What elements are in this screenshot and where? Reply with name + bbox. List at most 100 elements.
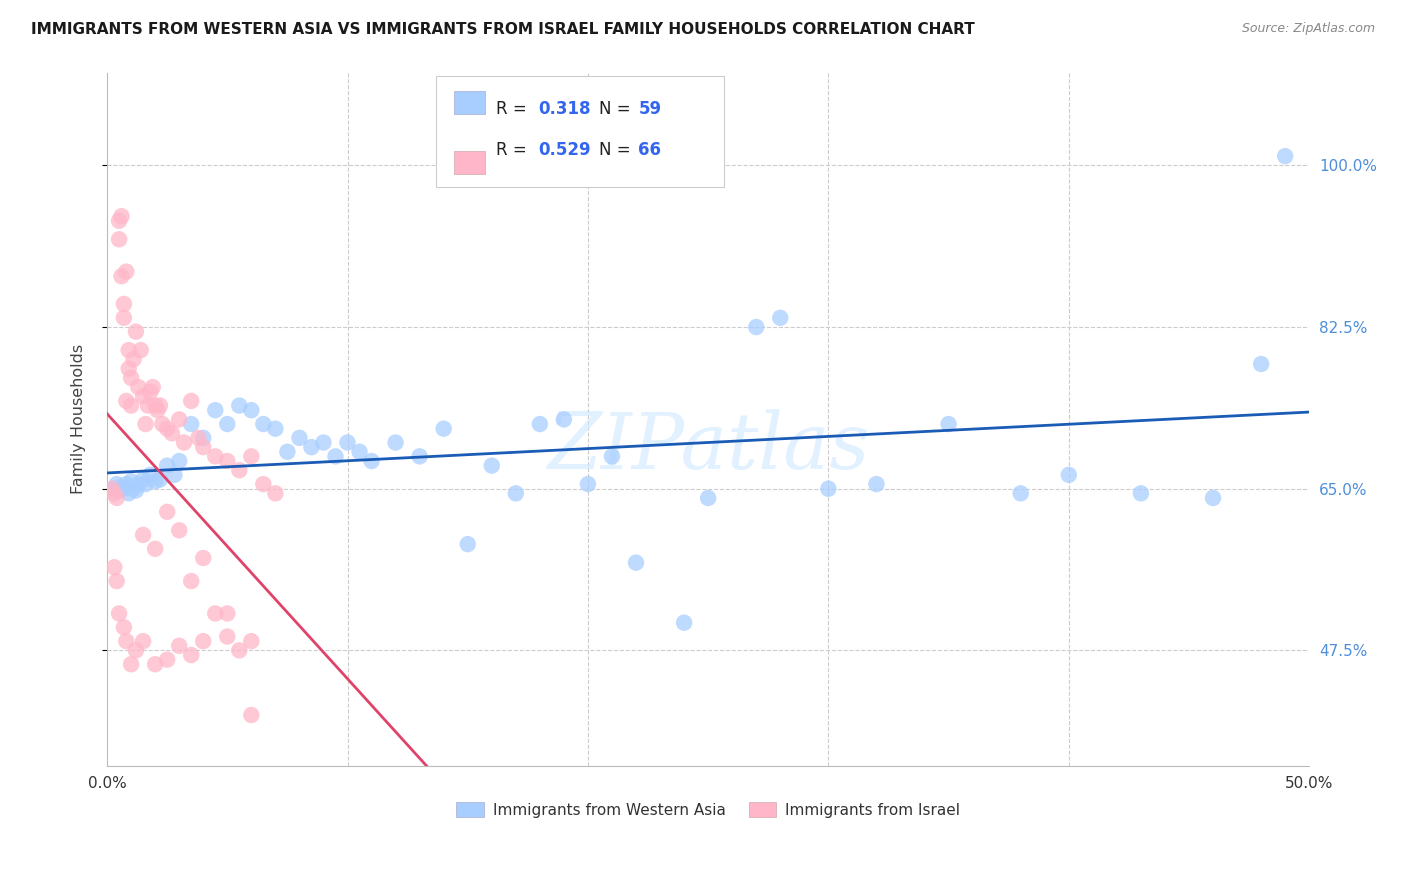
Point [103,482,125,496]
Point [481,458,503,473]
Point [120,399,142,413]
Text: N =: N = [599,141,636,159]
Point [173,435,195,450]
Point [118,343,141,358]
Point [143,399,166,413]
Point [156,505,179,519]
Point [228,399,250,413]
Text: 59: 59 [638,100,661,118]
Point [112,297,135,311]
Point [228,643,250,657]
Point [132,389,155,403]
Point [150,417,173,431]
Point [132,528,155,542]
Point [156,422,179,436]
Y-axis label: Family Households: Family Households [72,344,86,494]
Point [105,574,128,588]
Point [122,482,145,496]
Point [115,393,138,408]
Point [156,652,179,666]
Point [127,380,149,394]
Point [325,450,347,464]
Point [1129,486,1152,500]
Point [217,630,239,644]
Point [112,310,135,325]
Point [108,214,131,228]
Text: N =: N = [599,100,636,118]
Point [125,643,148,657]
Point [110,480,132,494]
Point [408,450,430,464]
Point [336,435,359,450]
Point [1010,486,1032,500]
Point [817,482,839,496]
Text: 66: 66 [638,141,661,159]
Point [697,491,720,505]
Point [156,458,179,473]
Point [132,473,155,487]
Text: Source: ZipAtlas.com: Source: ZipAtlas.com [1241,22,1375,36]
Point [101,482,124,496]
Point [240,450,263,464]
Point [288,431,311,445]
Point [745,320,768,334]
Point [301,440,323,454]
Point [193,431,215,445]
Point [1274,149,1296,163]
Point [103,560,125,574]
Point [112,620,135,634]
Point [136,399,159,413]
Point [142,380,165,394]
Point [149,399,172,413]
Point [120,371,142,385]
Point [204,607,226,621]
Point [204,403,226,417]
Point [865,477,887,491]
Point [673,615,696,630]
Point [1057,467,1080,482]
Point [600,450,623,464]
Point [120,657,142,672]
Point [252,417,274,431]
Point [264,486,287,500]
Point [457,537,479,551]
Point [384,435,406,450]
Text: R =: R = [496,141,533,159]
Point [115,477,138,491]
Point [110,269,132,284]
Point [146,403,169,417]
Point [217,607,239,621]
Point [360,454,382,468]
Point [167,412,190,426]
Text: R =: R = [496,100,533,118]
Point [139,467,162,482]
Point [167,639,190,653]
Point [167,454,190,468]
Point [193,440,215,454]
Point [349,444,371,458]
Point [125,483,148,498]
Point [180,393,202,408]
Point [120,475,142,489]
Point [193,551,215,566]
Point [125,325,148,339]
Point [1250,357,1272,371]
Point [180,574,202,588]
Point [105,477,128,491]
Point [108,232,131,246]
Point [187,431,209,445]
Point [217,417,239,431]
Point [160,426,183,441]
Point [143,657,166,672]
Point [112,482,135,496]
Point [240,708,263,723]
Point [529,417,551,431]
Point [118,361,141,376]
Point [143,541,166,556]
Point [143,475,166,489]
Point [252,477,274,491]
Point [204,450,226,464]
Point [108,483,131,498]
Point [276,444,298,458]
Point [108,607,131,621]
